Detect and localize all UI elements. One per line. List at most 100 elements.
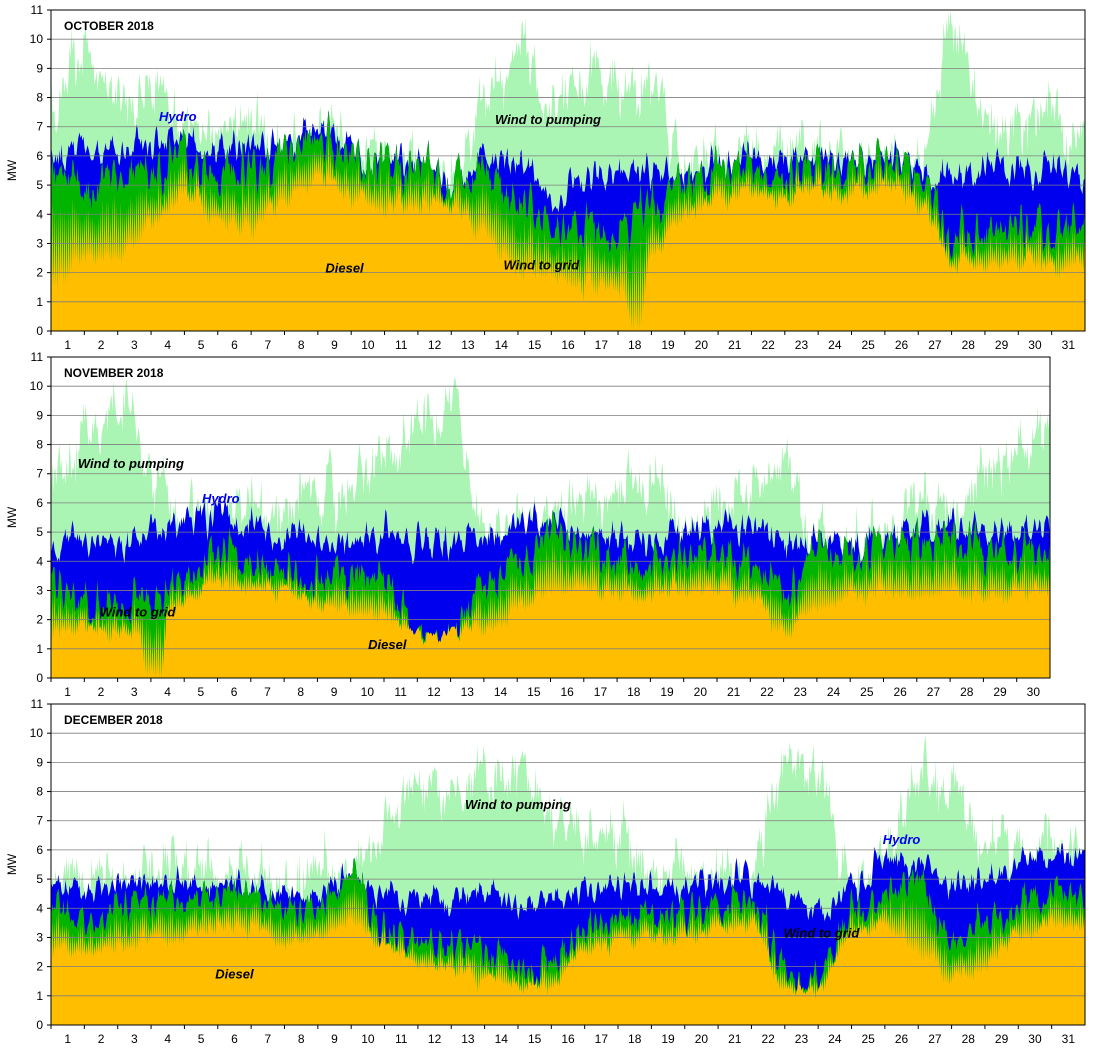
- y-tick-label: 10: [30, 726, 44, 740]
- series-label-hydro: Hydro: [159, 109, 197, 124]
- x-tick-label: 15: [527, 685, 541, 699]
- x-tick-label: 6: [231, 685, 238, 699]
- y-tick-label: 11: [31, 3, 44, 17]
- y-tick-label: 5: [36, 872, 43, 886]
- x-tick-label: 17: [595, 1032, 609, 1046]
- y-tick-label: 8: [36, 91, 43, 105]
- x-tick-label: 30: [1027, 685, 1041, 699]
- y-tick-label: 6: [36, 496, 43, 510]
- x-tick-label: 12: [428, 338, 442, 352]
- x-tick-label: 13: [461, 338, 475, 352]
- y-axis-label: MW: [5, 506, 19, 528]
- y-axis-label: MW: [5, 159, 19, 181]
- x-tick-label: 9: [331, 338, 338, 352]
- x-tick-label: 27: [928, 1032, 942, 1046]
- series-label-wind-grid: Wind to grid: [784, 925, 861, 940]
- x-tick-label: 5: [198, 685, 205, 699]
- x-tick-label: 30: [1028, 1032, 1042, 1046]
- x-tick-label: 24: [828, 1032, 842, 1046]
- y-tick-label: 6: [36, 149, 43, 163]
- y-tick-label: 9: [36, 408, 43, 422]
- y-tick-label: 11: [31, 350, 44, 364]
- x-tick-label: 31: [1062, 338, 1076, 352]
- x-tick-label: 4: [164, 1032, 171, 1046]
- y-tick-label: 4: [36, 207, 43, 221]
- series-label-wind-grid: Wind to grid: [503, 258, 580, 273]
- y-tick-label: 4: [36, 901, 43, 915]
- plot-frame: [50, 703, 1086, 1026]
- y-tick-label: 5: [36, 178, 43, 192]
- x-tick-label: 24: [828, 338, 842, 352]
- y-tick-label: 0: [36, 1018, 43, 1032]
- x-tick-label: 31: [1062, 1032, 1076, 1046]
- series-label-hydro: Hydro: [883, 832, 921, 847]
- x-tick-label: 2: [98, 1032, 105, 1046]
- y-axis-label: MW: [5, 853, 19, 875]
- y-tick-label: 9: [36, 755, 43, 769]
- x-tick-label: 18: [627, 685, 641, 699]
- x-tick-label: 21: [728, 338, 742, 352]
- series-label-hydro: Hydro: [202, 491, 240, 506]
- y-tick-label: 1: [36, 989, 43, 1003]
- x-tick-label: 5: [198, 1032, 205, 1046]
- y-tick-label: 2: [36, 960, 43, 974]
- x-tick-label: 16: [561, 338, 575, 352]
- x-tick-label: 4: [164, 685, 171, 699]
- y-tick-label: 10: [30, 379, 44, 393]
- x-tick-label: 23: [795, 1032, 809, 1046]
- x-tick-label: 1: [64, 1032, 71, 1046]
- x-tick-label: 21: [727, 685, 741, 699]
- x-tick-label: 9: [331, 685, 338, 699]
- x-tick-label: 13: [461, 685, 475, 699]
- y-tick-label: 8: [36, 785, 43, 799]
- x-tick-label: 9: [331, 1032, 338, 1046]
- x-tick-label: 28: [962, 338, 976, 352]
- x-tick-label: 28: [962, 1032, 976, 1046]
- x-tick-label: 23: [794, 685, 808, 699]
- x-tick-label: 22: [761, 338, 775, 352]
- y-tick-label: 0: [36, 324, 43, 338]
- x-tick-label: 15: [528, 338, 542, 352]
- x-tick-label: 8: [297, 685, 304, 699]
- x-tick-label: 6: [231, 338, 238, 352]
- x-tick-label: 26: [895, 1032, 909, 1046]
- x-tick-label: 25: [862, 1032, 876, 1046]
- x-tick-label: 8: [298, 338, 305, 352]
- y-tick-label: 0: [36, 671, 43, 685]
- x-tick-label: 12: [428, 1032, 442, 1046]
- series-label-diesel: Diesel: [215, 966, 254, 981]
- x-tick-label: 29: [993, 685, 1007, 699]
- x-tick-label: 2: [98, 685, 105, 699]
- x-tick-label: 11: [394, 685, 407, 699]
- x-tick-label: 12: [427, 685, 441, 699]
- y-tick-label: 1: [36, 642, 43, 656]
- x-tick-label: 29: [995, 338, 1009, 352]
- series-label-wind-pumping: Wind to pumping: [78, 456, 184, 471]
- y-tick-label: 5: [36, 525, 43, 539]
- x-tick-label: 20: [694, 685, 708, 699]
- x-tick-label: 7: [264, 338, 271, 352]
- y-tick-label: 3: [36, 583, 43, 597]
- x-tick-label: 22: [761, 1032, 775, 1046]
- panel-title: NOVEMBER 2018: [64, 366, 164, 380]
- x-tick-label: 1: [64, 685, 71, 699]
- x-tick-label: 15: [528, 1032, 542, 1046]
- series-label-diesel: Diesel: [368, 637, 407, 652]
- x-tick-label: 10: [361, 338, 375, 352]
- x-tick-label: 19: [660, 685, 674, 699]
- y-tick-label: 11: [31, 697, 44, 711]
- x-tick-label: 6: [231, 1032, 238, 1046]
- x-tick-label: 13: [461, 1032, 475, 1046]
- x-tick-label: 21: [728, 1032, 742, 1046]
- plot-frame: [50, 9, 1086, 332]
- x-tick-label: 4: [164, 338, 171, 352]
- y-tick-label: 3: [36, 930, 43, 944]
- x-tick-label: 20: [695, 338, 709, 352]
- x-tick-label: 26: [893, 685, 907, 699]
- x-tick-label: 7: [264, 685, 271, 699]
